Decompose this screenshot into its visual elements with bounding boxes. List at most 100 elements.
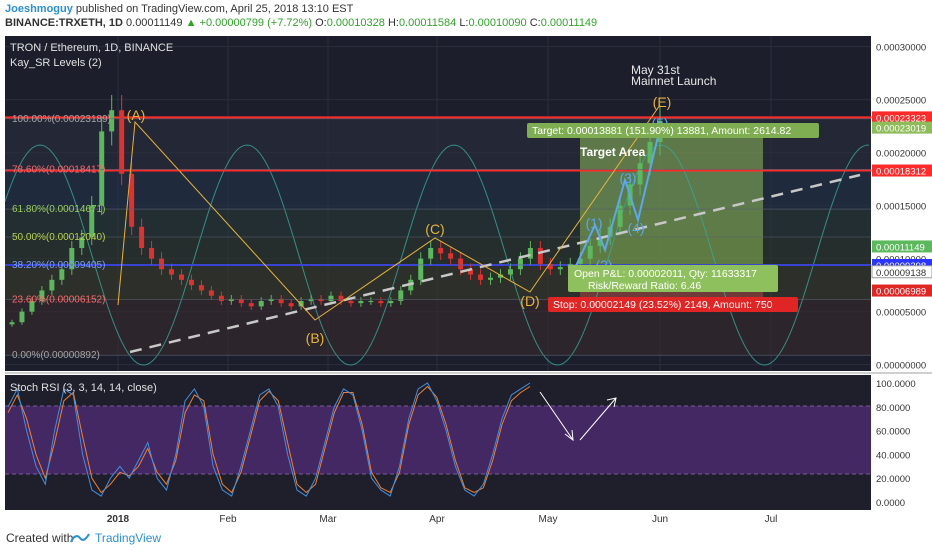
wave-zigzag[interactable]	[117, 104, 661, 321]
candle-body	[129, 173, 135, 227]
candle-body	[527, 248, 533, 259]
rsi-tick-label: 20.0000	[876, 474, 910, 485]
candle-body	[248, 303, 254, 307]
candle-body	[617, 205, 623, 227]
fib-labels: 100.00%(0.00023189) 78.60%(0.00018417) 61.…	[5, 114, 871, 361]
candle-body	[119, 110, 125, 174]
candle-body	[577, 258, 583, 264]
launch-annotation-2: Mainnet Launch	[631, 74, 716, 88]
price-tick-label: 0.00000000	[876, 361, 926, 372]
price-tag-text: 0.00006989	[876, 287, 926, 298]
candle-body	[468, 269, 474, 275]
price-tag-bg	[872, 111, 932, 124]
candle-body	[587, 245, 593, 259]
candle-body	[59, 269, 65, 280]
high-value: 0.00011584	[398, 17, 457, 29]
candle-body	[188, 279, 194, 286]
fib-label: 61.80%(0.00014671)	[12, 204, 105, 215]
arrow-up-head	[606, 397, 617, 408]
candle-body	[507, 269, 513, 275]
rsi-tick-label: 100.0000	[876, 379, 916, 390]
wave-label: (B)	[306, 330, 325, 346]
header-line-1: Joeshmoguy published on TradingView.com,…	[5, 2, 353, 16]
launch-annotation-1: May 31st	[631, 63, 680, 77]
low-label: L:	[459, 17, 469, 29]
low-value: 0.00010090	[468, 17, 527, 29]
wave-label: (D)	[520, 293, 539, 309]
time-axis-bg	[5, 510, 871, 526]
open-value: 0.00010328	[326, 17, 385, 29]
impulse-waves[interactable]	[574, 127, 661, 269]
candle-body	[258, 301, 264, 307]
candle-body	[308, 298, 314, 302]
fib-label: 100.00%(0.00023189)	[12, 114, 111, 125]
price-tag-text: 0.00023019	[876, 124, 926, 135]
candle-body	[318, 298, 324, 302]
candle-body	[268, 298, 274, 302]
wave-label: (4)	[627, 220, 644, 236]
candle-body	[348, 301, 354, 304]
open-label: O:	[315, 17, 327, 29]
stop-box	[548, 297, 798, 312]
rsi-axis[interactable]: 100.0000 80.0000 60.0000 40.0000 20.0000 0.00…	[876, 379, 916, 509]
candle-body	[198, 285, 204, 291]
trend-line[interactable]	[129, 173, 861, 354]
time-tick-label: May	[539, 514, 558, 525]
candle-body	[497, 274, 503, 278]
wave-label: (1)	[585, 215, 602, 231]
candle-body	[537, 248, 543, 264]
price-tag-text: 0.00011149	[876, 242, 925, 253]
target-box	[527, 123, 819, 138]
candle-body	[557, 267, 563, 270]
price-tick-label: 0.00005000	[876, 308, 926, 319]
candle-body	[178, 274, 184, 280]
author-link[interactable]: Joeshmoguy	[5, 3, 73, 15]
candle-body	[159, 258, 165, 270]
cycle-curve	[4, 144, 870, 366]
candle-body	[358, 301, 364, 304]
candle-body	[368, 301, 374, 303]
tradingview-logo-icon	[70, 533, 90, 543]
candle-body	[218, 295, 224, 302]
target-text: Target: 0.00013881 (151.90%) 13881, Amou…	[532, 125, 791, 137]
candle-body	[89, 205, 95, 238]
candle-body	[637, 163, 643, 185]
price-tag-bg	[872, 121, 932, 134]
candle-body	[39, 290, 45, 302]
header-line-2: BINANCE:TRXETH, 1D 0.00011149 ▲ +0.00000…	[5, 16, 597, 30]
tradingview-brand[interactable]: TradingView	[95, 531, 162, 545]
main-pane-title: TRON / Ethereum, 1D, BINANCE	[10, 42, 173, 54]
indicator-title: Kay_SR Levels (2)	[10, 57, 102, 69]
rsi-tick-label: 60.0000	[876, 427, 910, 438]
candle-body	[49, 279, 55, 291]
chart-canvas[interactable]: 100.00%(0.00023189) 78.60%(0.00018417) 61.…	[0, 30, 932, 526]
time-tick-label: Mar	[319, 514, 337, 525]
price-tag-text: 0.00009138	[876, 268, 926, 279]
price-tag-bg	[872, 284, 932, 297]
fib-label: 23.60%(0.00006152)	[12, 294, 105, 305]
candle-body	[488, 277, 494, 280]
candle-body	[149, 248, 155, 259]
stop-text: Stop: 0.00002149 (23.52%) 2149, Amount: …	[553, 299, 773, 311]
price-tick-label: 0.00030000	[876, 43, 926, 54]
candle-body	[458, 258, 464, 270]
time-tick-label: Feb	[219, 514, 237, 525]
rsi-tick-label: 40.0000	[876, 450, 910, 461]
time-axis[interactable]: 2018 Feb Mar Apr May Jun Jul	[107, 514, 778, 525]
candle-body	[478, 274, 484, 280]
time-tick-label: Jul	[765, 514, 778, 525]
candle-body	[338, 295, 344, 302]
wave-label: (A)	[127, 107, 146, 123]
candle-body	[69, 248, 75, 270]
candle-body	[428, 248, 434, 259]
rsi-tick-label: 0.0000	[876, 498, 905, 509]
candle-body	[398, 290, 404, 302]
candle-body	[278, 298, 284, 304]
last-price: 0.00011149	[126, 17, 183, 29]
rsi-title: Stoch RSI (3, 3, 14, 14, close)	[10, 382, 157, 394]
candle-body	[99, 131, 105, 206]
rsi-k-line	[7, 382, 531, 497]
price-tick-label: 0.00025000	[876, 96, 926, 107]
time-tick-label: 2018	[107, 514, 130, 525]
candle-body	[79, 237, 85, 249]
